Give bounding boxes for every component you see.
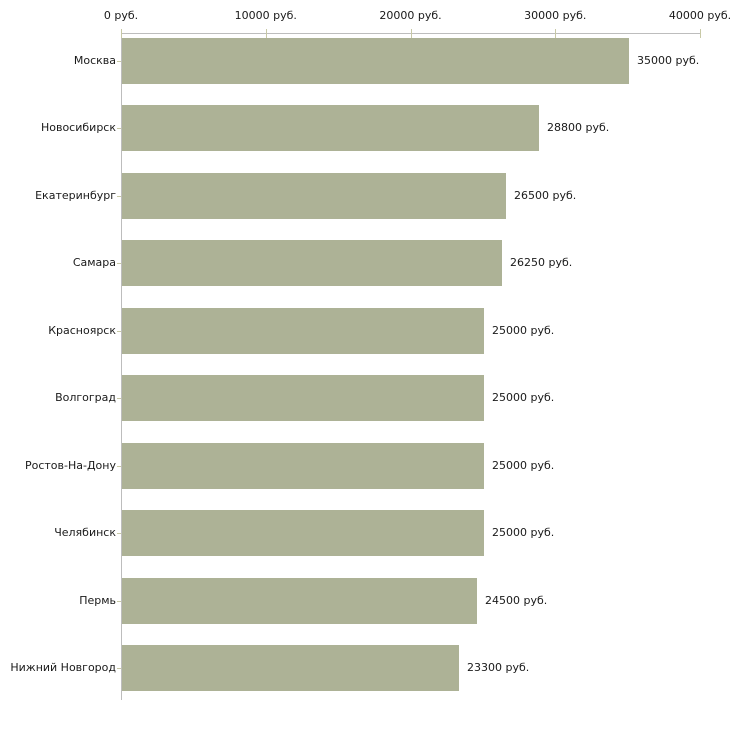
category-tick-mark bbox=[117, 128, 121, 129]
category-label: Москва bbox=[73, 53, 116, 67]
category-tick-mark bbox=[117, 465, 121, 467]
bar-value-label: 25000 руб. bbox=[492, 458, 555, 472]
bar-10 bbox=[122, 645, 459, 691]
category-label: Пермь bbox=[79, 593, 116, 607]
category-label: Самара bbox=[72, 256, 116, 269]
category-label: Челябинск bbox=[54, 526, 116, 539]
category-label: Красноярск bbox=[48, 323, 116, 337]
bar-7 bbox=[122, 442, 484, 489]
x-axis-tick-mark bbox=[555, 29, 557, 38]
bar-6 bbox=[122, 375, 484, 421]
category-label: Волгоград bbox=[55, 391, 116, 404]
x-axis-tick-mark bbox=[410, 29, 412, 38]
category-label: Нижний Новгород bbox=[10, 661, 116, 674]
bar-value-label: 25000 руб. bbox=[492, 391, 555, 404]
category-label: Ростов-На-Дону bbox=[24, 458, 116, 472]
x-axis-tick-label: 0 руб. bbox=[103, 9, 139, 22]
x-axis-tick-mark bbox=[265, 29, 267, 38]
y-axis-line bbox=[121, 33, 122, 700]
bar-value-label: 35000 руб. bbox=[637, 53, 700, 67]
plot-area bbox=[121, 29, 701, 700]
bar-value-label: 23300 руб. bbox=[467, 661, 530, 674]
bar-4 bbox=[122, 240, 502, 286]
x-axis-tick-label: 20000 руб. bbox=[379, 9, 442, 22]
category-label: Новосибирск bbox=[40, 121, 116, 134]
x-axis-tick-mark bbox=[700, 29, 701, 38]
category-label: Екатеринбург bbox=[35, 188, 116, 202]
x-axis-tick-label: 10000 руб. bbox=[234, 9, 297, 22]
category-tick-mark bbox=[117, 195, 121, 197]
bar-value-label: 25000 руб. bbox=[492, 526, 555, 539]
bar-value-label: 25000 руб. bbox=[492, 323, 555, 337]
bar-value-label: 26500 руб. bbox=[514, 188, 577, 202]
category-tick-mark bbox=[117, 668, 121, 669]
bar-3 bbox=[122, 172, 506, 219]
bar-5 bbox=[122, 307, 484, 354]
bar-value-label: 28800 руб. bbox=[547, 121, 610, 134]
category-tick-mark bbox=[117, 263, 121, 264]
x-axis-tick-label: 30000 руб. bbox=[524, 9, 587, 22]
category-tick-mark bbox=[117, 398, 121, 399]
bar-2 bbox=[122, 105, 539, 151]
bar-value-label: 26250 руб. bbox=[510, 256, 573, 269]
bar-1 bbox=[122, 37, 629, 84]
category-tick-mark bbox=[117, 60, 121, 62]
bar-9 bbox=[122, 577, 477, 624]
x-axis-tick-label: 40000 руб. bbox=[668, 9, 730, 22]
x-axis-tick-mark bbox=[121, 29, 122, 38]
category-tick-mark bbox=[117, 533, 121, 534]
bar-value-label: 24500 руб. bbox=[485, 593, 548, 607]
bar-8 bbox=[122, 510, 484, 556]
category-tick-mark bbox=[117, 600, 121, 602]
category-tick-mark bbox=[117, 330, 121, 332]
